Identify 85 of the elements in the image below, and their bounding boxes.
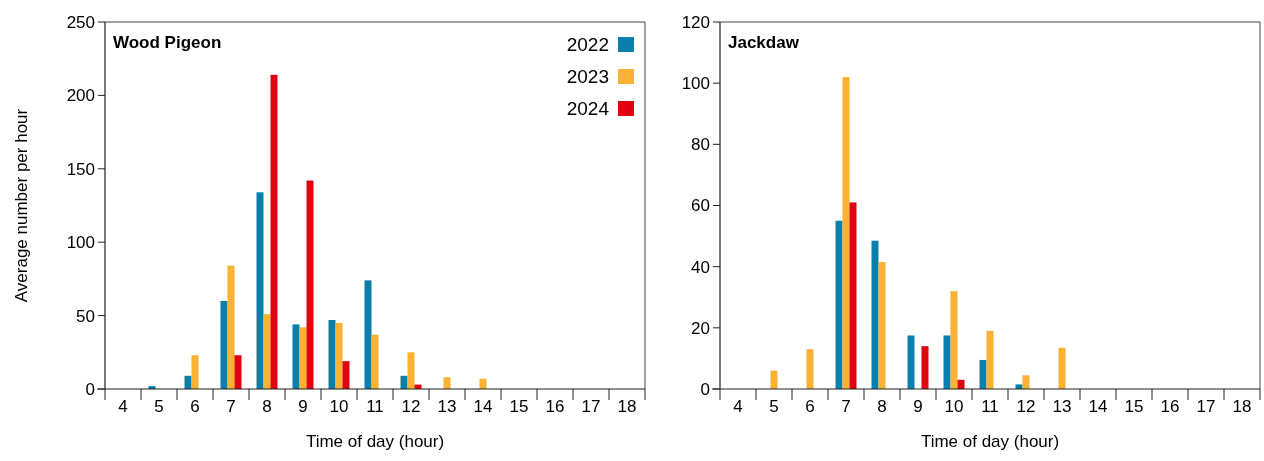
x-tick-label: 6 — [805, 397, 815, 416]
bar — [299, 327, 307, 389]
bar — [443, 377, 451, 389]
bar — [227, 265, 235, 389]
x-tick-label: 7 — [226, 397, 236, 416]
y-tick-label: 60 — [691, 196, 710, 216]
x-tick-label: 10 — [944, 397, 964, 416]
bar — [878, 262, 886, 389]
bar — [234, 355, 242, 389]
y-tick-label: 0 — [85, 379, 95, 399]
legend-label: 2022 — [566, 33, 609, 55]
bar — [943, 335, 951, 389]
y-tick-label: 40 — [691, 257, 710, 277]
x-tick-label: 14 — [1088, 397, 1108, 416]
y-tick-label: 250 — [66, 12, 95, 32]
bar — [335, 322, 343, 389]
bar — [292, 324, 300, 389]
bar — [184, 375, 192, 389]
x-tick-label: 18 — [617, 397, 637, 416]
x-tick-label: 12 — [401, 397, 421, 416]
bar — [371, 334, 379, 389]
x-tick-label: 15 — [509, 397, 529, 416]
x-tick-label: 15 — [1124, 397, 1144, 416]
y-tick-label: 200 — [66, 86, 95, 106]
y-axis-title: Average number per hour — [12, 108, 31, 303]
bar — [407, 352, 415, 389]
x-tick-label: 14 — [473, 397, 493, 416]
x-tick-label: 9 — [913, 397, 923, 416]
text: Jackdaw — [728, 33, 800, 52]
text: Wood Pigeon — [113, 33, 222, 52]
bar — [770, 370, 778, 389]
legend-label: 2023 — [566, 65, 609, 87]
bar — [270, 74, 278, 389]
bar — [256, 192, 264, 389]
x-tick-label: 8 — [262, 397, 272, 416]
bar — [950, 291, 958, 389]
x-tick-label: 5 — [154, 397, 164, 416]
y-tick-label: 120 — [681, 12, 710, 32]
x-tick-label: 11 — [366, 397, 384, 416]
x-tick-label: 13 — [1052, 397, 1072, 416]
y-tick-label: 100 — [681, 74, 710, 94]
bar — [1058, 347, 1066, 389]
x-tick-label: 10 — [329, 397, 349, 416]
y-tick-label: 150 — [66, 159, 95, 179]
y-tick-label: 0 — [700, 379, 710, 399]
bar — [400, 375, 408, 389]
legend-label: 2024 — [566, 97, 610, 119]
x-tick-label: 4 — [733, 397, 743, 416]
bar — [220, 300, 228, 389]
bar — [263, 314, 271, 389]
x-tick-label: 11 — [981, 397, 999, 416]
x-tick-label: 7 — [841, 397, 851, 416]
x-tick-label: 9 — [298, 397, 308, 416]
x-tick-label: 13 — [437, 397, 457, 416]
bar — [191, 355, 199, 389]
bar — [806, 349, 814, 389]
bar — [871, 240, 879, 389]
bar — [328, 320, 336, 389]
x-tick-label: 12 — [1016, 397, 1036, 416]
x-tick-label: 18 — [1232, 397, 1252, 416]
bar — [342, 361, 350, 389]
y-tick-label: 100 — [66, 233, 95, 253]
bar — [979, 359, 987, 389]
x-axis-title: Time of day (hour) — [920, 432, 1060, 451]
x-tick-label: 16 — [545, 397, 565, 416]
x-axis-title: Time of day (hour) — [305, 432, 445, 451]
x-tick-label: 4 — [118, 397, 128, 416]
x-tick-label: 17 — [1196, 397, 1216, 416]
x-tick-label: 8 — [877, 397, 887, 416]
x-tick-label: 17 — [581, 397, 601, 416]
bar — [1022, 375, 1030, 389]
bar — [306, 180, 314, 389]
bar — [364, 280, 372, 389]
bar — [907, 335, 915, 389]
x-tick-label: 5 — [769, 397, 779, 416]
y-tick-label: 20 — [691, 318, 710, 338]
bar — [835, 220, 843, 389]
x-tick-label: 6 — [190, 397, 200, 416]
bar — [986, 330, 994, 389]
bar — [921, 346, 929, 389]
y-tick-label: 50 — [76, 306, 95, 326]
bar — [849, 202, 857, 389]
bar — [842, 77, 850, 389]
x-tick-label: 16 — [1160, 397, 1180, 416]
y-tick-label: 80 — [691, 135, 710, 155]
